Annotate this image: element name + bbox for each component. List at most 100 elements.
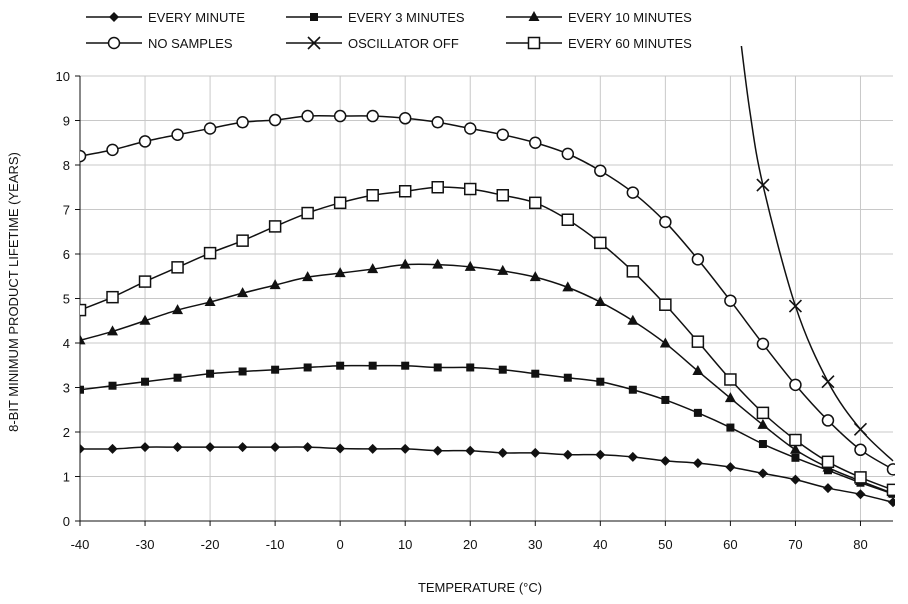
data-point: [205, 442, 216, 453]
data-point: [172, 304, 184, 315]
legend-marker: [307, 36, 321, 50]
series-layer: [80, 46, 895, 508]
x-tick-label: -10: [266, 537, 285, 552]
legend-marker: [527, 36, 541, 50]
series-oscillator-off: [740, 46, 894, 462]
series-line: [80, 186, 894, 491]
y-tick-label: 3: [63, 381, 70, 396]
data-point: [301, 206, 314, 220]
data-point: [659, 215, 672, 229]
data-point: [595, 449, 606, 460]
data-point: [496, 189, 510, 202]
y-tick-label: 10: [56, 69, 70, 84]
data-point: [530, 447, 541, 458]
data-point: [173, 373, 182, 382]
data-point: [660, 455, 671, 466]
legend-label: EVERY 10 MINUTES: [568, 10, 692, 25]
series-every-3-minutes: [80, 361, 895, 498]
data-point: [788, 299, 803, 313]
y-tick-label: 2: [63, 425, 70, 440]
series-no-samples: [80, 109, 895, 476]
series-every-10-minutes: [80, 258, 895, 498]
data-point: [757, 418, 769, 429]
data-point: [335, 443, 346, 454]
data-point: [756, 178, 770, 192]
legend-label: EVERY 3 MINUTES: [348, 10, 465, 25]
data-point: [398, 185, 412, 198]
data-point: [596, 377, 605, 386]
data-point: [138, 135, 152, 148]
legend-marker: [528, 11, 540, 21]
data-point: [888, 497, 895, 508]
x-marker-stroke: [756, 178, 770, 192]
data-point: [204, 296, 216, 307]
data-point: [432, 258, 444, 269]
data-point: [237, 287, 249, 298]
data-point: [80, 443, 85, 454]
x-marker-stroke: [788, 299, 803, 313]
x-tick-label: -40: [71, 537, 90, 552]
data-point: [692, 458, 703, 469]
data-point: [141, 377, 150, 386]
data-point: [789, 443, 801, 454]
data-point: [724, 294, 737, 307]
data-point: [336, 361, 345, 370]
y-tick-label: 7: [63, 203, 70, 218]
data-point: [171, 261, 184, 274]
data-point: [756, 406, 770, 420]
data-point: [758, 440, 767, 449]
x-tick-label: 80: [853, 537, 867, 552]
data-point: [725, 462, 736, 473]
data-point: [561, 213, 575, 226]
x-tick-label: 70: [788, 537, 802, 552]
data-point: [497, 447, 508, 458]
x-marker-stroke: [821, 375, 835, 389]
series-line: [740, 46, 894, 462]
data-point: [138, 275, 152, 288]
x-tick-label: 50: [658, 537, 672, 552]
data-point: [853, 422, 868, 436]
data-point: [270, 442, 281, 453]
data-point: [106, 143, 119, 157]
data-point: [790, 474, 801, 485]
data-point: [659, 298, 672, 311]
data-point: [80, 149, 87, 163]
legend-item-oscillator-off: OSCILLATOR OFF: [286, 36, 459, 51]
legend-label: NO SAMPLES: [148, 36, 233, 51]
legend-marker: [107, 36, 121, 50]
y-axis-title: 8-BIT MINIMUM PRODUCT LIFETIME (YEARS): [6, 152, 21, 432]
data-point: [333, 109, 347, 123]
data-point: [171, 128, 184, 141]
x-marker-stroke: [853, 422, 868, 436]
data-point: [108, 381, 117, 390]
legend-label: EVERY MINUTE: [148, 10, 245, 25]
data-point: [822, 483, 833, 494]
data-point: [594, 296, 606, 307]
data-point: [80, 303, 87, 317]
data-point: [496, 128, 510, 141]
data-point: [563, 373, 572, 382]
data-point: [821, 375, 835, 389]
data-point: [431, 181, 444, 194]
series-line: [80, 446, 894, 504]
data-point: [789, 433, 802, 447]
data-point: [172, 442, 183, 453]
data-point: [466, 363, 475, 372]
data-point: [269, 279, 281, 290]
legend-marker: [109, 12, 119, 22]
legend-item-every-minute: EVERY MINUTE: [86, 10, 245, 25]
data-point: [80, 334, 86, 345]
data-point: [692, 365, 704, 376]
data-point: [498, 365, 507, 374]
data-point: [626, 186, 640, 199]
legend-item-every-60-minutes: EVERY 60 MINUTES: [506, 36, 692, 51]
x-tick-label: -20: [201, 537, 220, 552]
data-point: [594, 236, 607, 250]
data-point: [203, 122, 217, 135]
data-point: [561, 147, 575, 161]
data-point: [464, 260, 476, 271]
data-point: [302, 442, 313, 453]
data-point: [203, 246, 217, 260]
data-point: [855, 489, 866, 500]
